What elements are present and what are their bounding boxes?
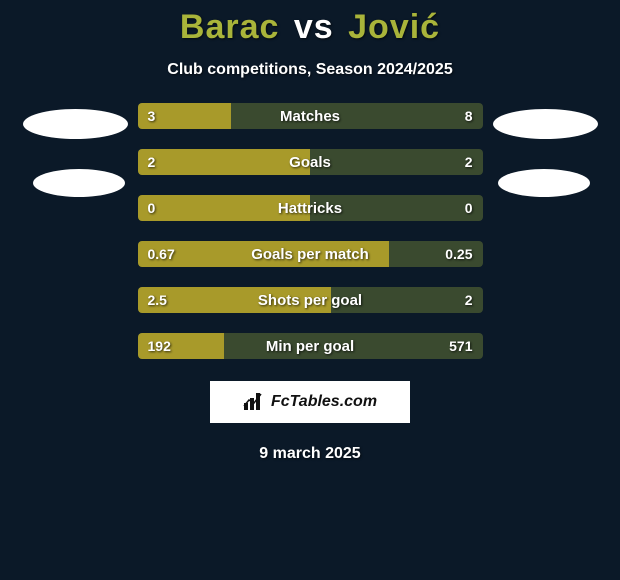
source-badge: FcTables.com [210, 381, 410, 423]
date-label: 9 march 2025 [0, 445, 620, 463]
stat-label: Shots per goal [138, 287, 483, 313]
title-player-2: Jović [348, 8, 440, 46]
stat-value-right: 0.25 [445, 241, 472, 267]
stat-label: Goals per match [138, 241, 483, 267]
comparison-row: 3 Matches 8 2 Goals 2 0 Hattricks 0 0.67… [0, 103, 620, 359]
title-vs: vs [294, 8, 334, 46]
subtitle: Club competitions, Season 2024/2025 [0, 61, 620, 79]
avatar-col-left [23, 103, 128, 197]
title-player-1: Barac [180, 8, 280, 46]
stat-value-right: 2 [465, 287, 473, 313]
avatar-left-player [23, 109, 128, 139]
stat-bar: 2 Goals 2 [138, 149, 483, 175]
stat-value-right: 2 [465, 149, 473, 175]
page-title: Barac vs Jović [0, 8, 620, 47]
stat-value-right: 571 [449, 333, 472, 359]
source-badge-text: FcTables.com [271, 393, 377, 411]
stat-bar: 0 Hattricks 0 [138, 195, 483, 221]
stat-bars: 3 Matches 8 2 Goals 2 0 Hattricks 0 0.67… [138, 103, 483, 359]
stat-label: Goals [138, 149, 483, 175]
avatar-right-team [498, 169, 590, 197]
stat-value-right: 0 [465, 195, 473, 221]
stat-bar: 3 Matches 8 [138, 103, 483, 129]
stat-label: Hattricks [138, 195, 483, 221]
avatar-right-player [493, 109, 598, 139]
avatar-left-team [33, 169, 125, 197]
stat-bar: 192 Min per goal 571 [138, 333, 483, 359]
stat-value-right: 8 [465, 103, 473, 129]
page-root: Barac vs Jović Club competitions, Season… [0, 0, 620, 580]
avatar-col-right [493, 103, 598, 197]
stat-bar: 2.5 Shots per goal 2 [138, 287, 483, 313]
stat-bar: 0.67 Goals per match 0.25 [138, 241, 483, 267]
stat-label: Min per goal [138, 333, 483, 359]
chart-icon [243, 393, 265, 411]
stat-label: Matches [138, 103, 483, 129]
